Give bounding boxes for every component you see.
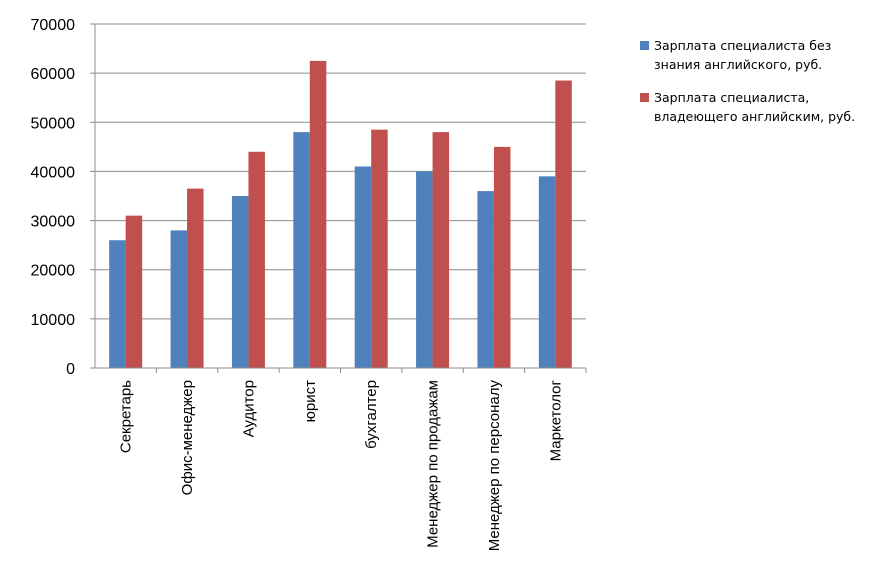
legend: Зарплата специалиста без знания английск… [640, 36, 870, 140]
bar-with-english [371, 129, 388, 368]
bars [109, 60, 572, 368]
y-tick-label: 20000 [31, 263, 76, 280]
bar-without-english [231, 196, 249, 368]
x-category-label: Секретарь [118, 380, 135, 453]
bar-with-english [125, 215, 143, 368]
bar-without-english [416, 171, 433, 368]
x-category-label: Менеджер по продажам [425, 380, 442, 548]
y-tick-labels: 0 10000 20000 30000 40000 50000 60000 70000 [31, 17, 76, 378]
y-tick-label: 70000 [31, 17, 76, 34]
bar-without-english [293, 132, 310, 368]
x-category-label: Менеджер по персоналу [486, 380, 503, 552]
x-category-label: бухгалтер [363, 380, 380, 449]
bar-without-english [170, 230, 188, 368]
y-tick-label: 60000 [31, 66, 76, 83]
bar-with-english [309, 60, 327, 368]
bar-with-english [493, 146, 511, 368]
bar-with-english [432, 132, 450, 368]
legend-label-without-english: Зарплата специалиста без знания английск… [654, 38, 832, 72]
x-category-label: юрист [302, 380, 319, 422]
bar-without-english [354, 166, 372, 368]
bar-without-english [477, 191, 494, 368]
y-tick-label: 10000 [31, 312, 76, 329]
bar-with-english [187, 188, 204, 368]
bar-with-english [248, 151, 265, 368]
bar-with-english [555, 80, 572, 368]
y-tick-label: 50000 [31, 115, 76, 132]
x-category-labels: Секретарь Офис-менеджер Аудитор юрист бухгал… [118, 379, 565, 551]
y-tick-label: 0 [66, 361, 75, 378]
legend-swatch-red [640, 93, 649, 102]
bar-without-english [109, 240, 126, 368]
legend-label-with-english: Зарплата специалиста, владеющего английс… [654, 90, 856, 124]
axes [90, 23, 587, 373]
x-category-label: Аудитор [240, 380, 257, 437]
y-tick-label: 30000 [31, 214, 76, 231]
x-category-label: Офис-менеджер [179, 380, 196, 495]
bar-without-english [538, 176, 556, 368]
legend-swatch-blue [640, 41, 649, 50]
legend-item-without-english: Зарплата специалиста без знания английск… [640, 36, 870, 74]
y-tick-label: 40000 [31, 164, 76, 181]
x-category-label: Маркетолог [547, 379, 564, 461]
gridlines [95, 23, 586, 320]
legend-item-with-english: Зарплата специалиста, владеющего английс… [640, 88, 870, 126]
